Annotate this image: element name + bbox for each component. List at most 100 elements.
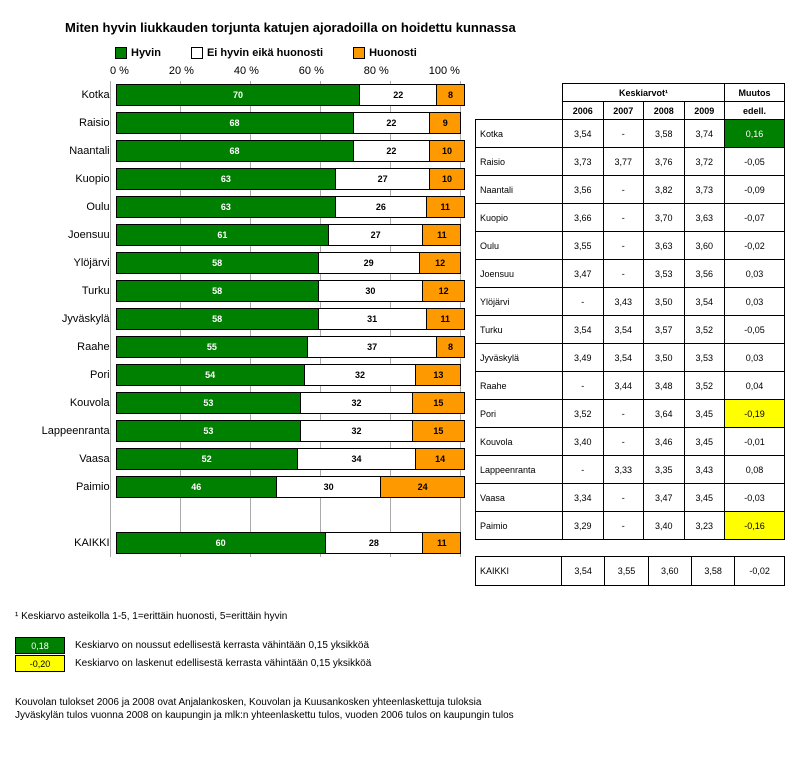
table-column: Keskiarvot¹ Muutos 2006200720082009edell… [475,47,785,586]
averages-table: Keskiarvot¹ Muutos 2006200720082009edell… [475,83,785,540]
bar-label: Lappeenranta [15,425,116,437]
table-cell: 3,64 [644,400,685,428]
bar-segment-green: 58 [117,308,319,330]
bar-container: 523414 [116,448,465,470]
table-row: Oulu3,55-3,633,60-0,02 [476,232,785,260]
bar-segment-green: 53 [117,420,302,442]
bar-container: 533215 [116,392,465,414]
bar-container: 612711 [116,224,465,246]
bar-row: Kuopio632710 [15,165,465,193]
table-cell: - [603,512,644,540]
bar-container: 583111 [116,308,465,330]
table-cell: 3,47 [563,260,604,288]
table-cell: 0,03 [725,344,785,372]
bar-segment-green: 70 [117,84,361,106]
bar-segment-white: 32 [301,420,412,442]
chart-title: Miten hyvin liukkauden torjunta katujen … [65,20,791,35]
table-cell: 3,54 [603,316,644,344]
table-row: Paimio3,29-3,403,23-0,16 [476,512,785,540]
table-cell: -0,01 [725,428,785,456]
bar-container: 70228 [116,84,465,106]
table-cell: 3,45 [684,428,725,456]
table-cell: 0,08 [725,456,785,484]
bar-container: 582912 [116,252,465,274]
table-row: Vaasa3,34-3,473,45-0,03 [476,484,785,512]
bar-label: Kouvola [15,397,116,409]
table-cell-name: Kouvola [476,428,563,456]
table-cell: 3,52 [684,372,725,400]
axis-tick-label: 20 % [169,65,194,77]
table-cell: 3,74 [684,120,725,148]
bar-label: Joensuu [15,229,116,241]
bar-segment-green: 46 [117,476,277,498]
bar-row: Paimio463024 [15,473,465,501]
table-cell: 3,73 [684,176,725,204]
kaikki-cell: 3,60 [648,557,691,586]
axis-tick-label: 0 % [110,65,129,77]
table-cell: -0,07 [725,204,785,232]
table-cell: 3,40 [563,428,604,456]
bar-segment-white: 22 [360,84,437,106]
bar-segment-orange: 9 [430,112,461,134]
bar-container: 55378 [116,336,465,358]
bar-segment-white: 27 [329,224,423,246]
table-row: Turku3,543,543,573,52-0,05 [476,316,785,344]
bar-label: Raahe [15,341,116,353]
table-cell: 3,77 [603,148,644,176]
table-cell: -0,09 [725,176,785,204]
bar-container: 632710 [116,168,465,190]
table-cell: - [603,176,644,204]
table-cell: 3,43 [684,456,725,484]
bar-segment-white: 32 [305,364,416,386]
bar-label: Kuopio [15,173,116,185]
bar-segment-orange: 15 [413,420,465,442]
table-cell: 0,03 [725,260,785,288]
table-cell: 3,50 [644,288,685,316]
bar-label: Raisio [15,117,116,129]
bar-row: Ylöjärvi582912 [15,249,465,277]
legend-item: Hyvin [115,47,161,59]
bar-segment-green: 60 [117,532,326,554]
table-cell: 3,53 [684,344,725,372]
bar-row: Turku583012 [15,277,465,305]
bar-segment-green: 68 [117,140,354,162]
bar-segment-green: 55 [117,336,309,358]
table-cell: 3,56 [563,176,604,204]
table-cell: - [603,204,644,232]
table-header-muutos: Muutos [725,84,785,102]
table-cell: 3,76 [644,148,685,176]
table-row: Kouvola3,40-3,463,45-0,01 [476,428,785,456]
table-cell: 3,40 [644,512,685,540]
table-cell: 3,45 [684,400,725,428]
table-cell: - [563,456,604,484]
explain-row: -0,20Keskiarvo on laskenut edellisestä k… [15,655,791,672]
table-cell-name: Oulu [476,232,563,260]
table-cell: 3,63 [644,232,685,260]
bar-segment-white: 37 [308,336,437,358]
bar-container: 463024 [116,476,465,498]
bar-row: Naantali682210 [15,137,465,165]
final-note: Kouvolan tulokset 2006 ja 2008 ovat Anja… [15,697,791,708]
table-col-header: 2009 [684,102,725,120]
kaikki-table: KAIKKI3,543,553,603,58-0,02 [475,556,785,586]
table-cell: 3,58 [644,120,685,148]
table-row: Lappeenranta-3,333,353,430,08 [476,456,785,484]
table-cell: 3,73 [563,148,604,176]
table-cell: 3,43 [603,288,644,316]
bar-container: 682210 [116,140,465,162]
table-col-header: 2007 [603,102,644,120]
bar-segment-white: 26 [336,196,427,218]
table-cell: 3,50 [644,344,685,372]
table-cell: - [563,372,604,400]
bar-label: Pori [15,369,116,381]
table-cell: -0,05 [725,316,785,344]
table-col-header: edell. [725,102,785,120]
bar-label: Jyväskylä [15,313,116,325]
table-cell: 3,54 [603,344,644,372]
bar-segment-white: 22 [354,112,431,134]
table-cell: - [563,288,604,316]
bar-segment-orange: 11 [427,308,465,330]
table-header-keskiarvot: Keskiarvot¹ [563,84,725,102]
bar-row: Lappeenranta533215 [15,417,465,445]
bar-row: Vaasa523414 [15,445,465,473]
